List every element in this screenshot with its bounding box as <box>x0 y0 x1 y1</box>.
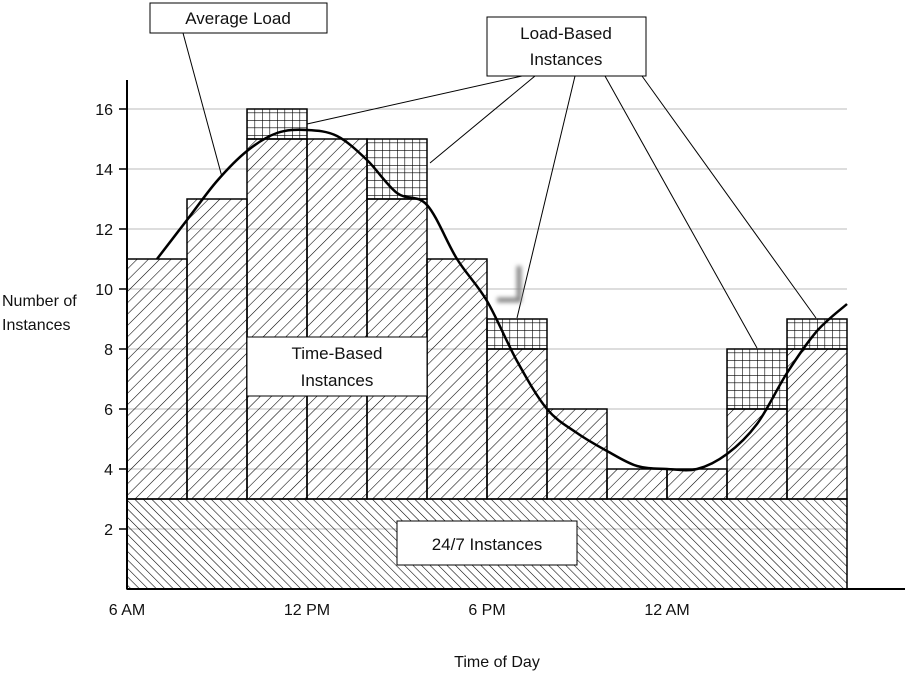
y-tick-label: 6 <box>104 402 113 419</box>
time-based-bar <box>306 138 368 500</box>
x-tick-label: 12 PM <box>284 602 330 619</box>
load-based-label-line2: Instances <box>530 50 603 69</box>
leader-line <box>429 75 536 164</box>
y-tick-label: 16 <box>95 102 113 119</box>
y-tick-label: 2 <box>104 522 113 539</box>
y-axis-title-line1: Number of <box>2 293 77 310</box>
time-based-bar <box>186 198 248 500</box>
average-load-label: Average Load <box>185 9 291 28</box>
load-based-label-line1: Load-Based <box>520 24 612 43</box>
leader-line <box>516 75 576 319</box>
leader-line <box>641 75 817 319</box>
always-on-label-box <box>396 520 578 566</box>
y-tick-label: 12 <box>95 222 113 239</box>
time-based-bar <box>126 258 188 500</box>
time-based-label-line2: Instances <box>301 371 374 390</box>
x-axis-title: Time of Day <box>454 654 540 671</box>
load-based-bar <box>246 108 308 140</box>
time-based-bar <box>246 138 308 500</box>
y-tick-label: 10 <box>95 282 113 299</box>
y-tick-label: 14 <box>95 162 113 179</box>
x-tick-label: 6 AM <box>109 602 145 619</box>
load-based-bar <box>486 318 548 350</box>
time-based-label-line1: Time-Based <box>291 344 382 363</box>
load-based-bar <box>726 348 788 410</box>
time-based-bar <box>666 468 728 500</box>
average-load-line <box>156 128 848 472</box>
load-based-bar <box>366 138 428 200</box>
y-tick-label: 4 <box>104 462 113 479</box>
axes: 2 4 6 8 10 12 14 16 6 AM 12 PM 6 PM 12 AM Time of Da… <box>2 80 905 671</box>
time-based-bar <box>786 348 848 500</box>
time-based-label-box <box>246 336 428 397</box>
leader-line <box>604 75 758 349</box>
time-based-bar <box>426 258 488 500</box>
load-based-bar <box>786 318 848 350</box>
y-tick-label: 8 <box>104 342 113 359</box>
always-on-label: 24/7 Instances <box>432 535 543 554</box>
x-tick-label: 12 AM <box>644 602 689 619</box>
time-based-bar <box>546 408 608 500</box>
leader-line <box>182 32 223 178</box>
y-axis-title-line2: Instances <box>2 317 70 334</box>
shadow-mark <box>497 266 522 303</box>
load-based-label-box <box>486 16 647 77</box>
average-load-curve <box>156 128 848 472</box>
time-based-bar <box>486 348 548 500</box>
bars <box>126 108 848 590</box>
leader-line <box>306 75 523 125</box>
annotations: Average Load Load-Based Instances Time-Base… <box>149 2 817 566</box>
time-based-bar <box>606 468 668 500</box>
average-load-label-box <box>149 2 328 34</box>
x-tick-label: 6 PM <box>468 602 505 619</box>
